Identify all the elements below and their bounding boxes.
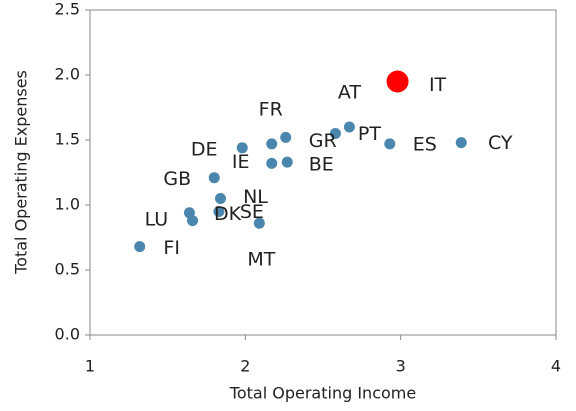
point-label: GB xyxy=(163,168,191,190)
y-tick-label: 0.5 xyxy=(55,260,80,279)
point xyxy=(187,215,199,227)
point-label: DK xyxy=(214,203,242,225)
point xyxy=(384,138,396,150)
point xyxy=(134,241,146,253)
point-label: CY xyxy=(488,132,513,154)
point xyxy=(213,206,225,217)
point-label: BE xyxy=(309,154,334,176)
point-label: ES xyxy=(413,133,437,155)
y-tick-label: 0.0 xyxy=(55,325,80,344)
point xyxy=(208,172,220,184)
point-label: DE xyxy=(191,138,218,160)
point xyxy=(329,128,341,139)
x-tick-label: 2 xyxy=(240,357,250,376)
point-label: IT xyxy=(429,74,447,96)
x-tick-label: 1 xyxy=(85,357,95,376)
x-axis-title: Total Operating Income xyxy=(229,384,416,403)
point-label: FR xyxy=(259,98,283,120)
point-label: MT xyxy=(247,249,275,271)
point-label: FI xyxy=(163,237,180,259)
plot-frame xyxy=(89,9,557,336)
x-tick-label: 4 xyxy=(551,357,561,376)
point-label: NL xyxy=(243,186,268,208)
point xyxy=(266,157,278,169)
y-axis-title: Total Operating Expenses xyxy=(12,70,31,275)
point xyxy=(280,131,292,143)
point xyxy=(281,156,293,168)
y-tick-label: 1.0 xyxy=(55,195,80,214)
y-tick-label: 2.0 xyxy=(55,65,80,84)
point-label: GR xyxy=(309,130,337,152)
x-tick-label: 3 xyxy=(396,357,406,376)
point xyxy=(343,121,355,133)
point xyxy=(455,137,467,149)
point-label: LU xyxy=(145,208,169,230)
y-tick-label: 1.5 xyxy=(55,130,80,149)
point-label: PT xyxy=(358,123,381,145)
point xyxy=(266,138,278,150)
point xyxy=(253,217,265,229)
point xyxy=(386,70,409,93)
point-label: IE xyxy=(232,151,250,173)
y-tick-label: 2.5 xyxy=(55,0,80,19)
point-label: AT xyxy=(338,82,362,104)
point xyxy=(236,142,248,154)
point-label: SE xyxy=(240,201,264,223)
point xyxy=(214,193,226,204)
